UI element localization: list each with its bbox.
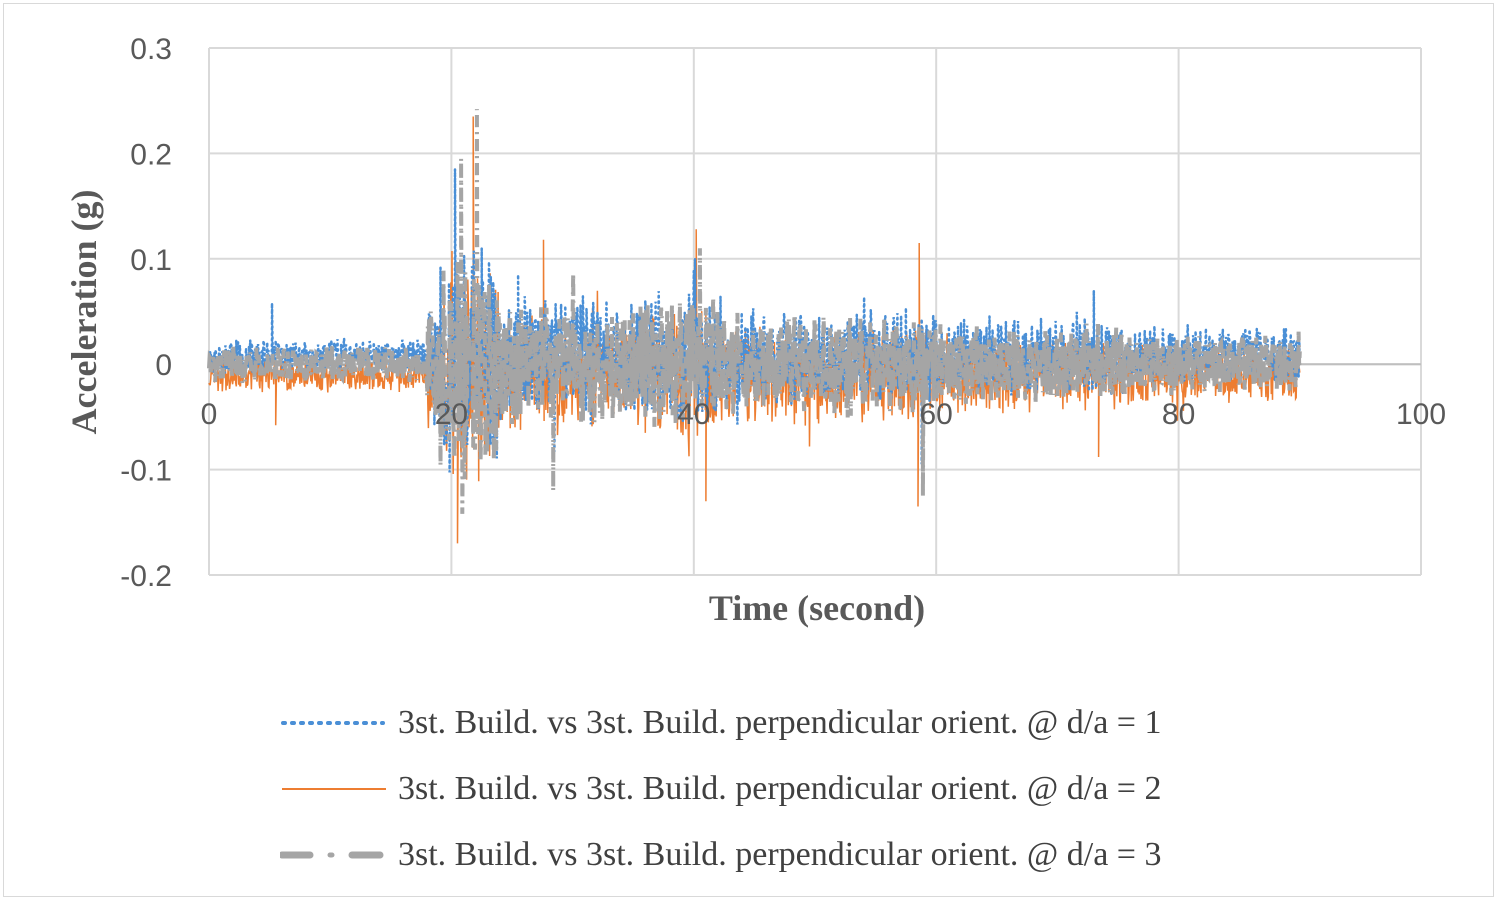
dotted-line-swatch-icon: [281, 721, 385, 725]
x-axis-title: Time (second): [709, 588, 925, 628]
svg-text:0.3: 0.3: [130, 33, 172, 66]
legend-label: 3st. Build. vs 3st. Build. perpendicular…: [398, 836, 1162, 873]
svg-text:40: 40: [677, 398, 710, 431]
series-group: [207, 109, 1302, 544]
svg-text:0.2: 0.2: [130, 138, 172, 171]
svg-text:0.1: 0.1: [130, 244, 172, 277]
svg-text:20: 20: [435, 398, 468, 431]
legend: 3st. Build. vs 3st. Build. perpendicular…: [280, 690, 1161, 888]
legend-label: 3st. Build. vs 3st. Build. perpendicular…: [398, 770, 1162, 807]
tick-labels: 0.3 0.2 0.1 0 -0.1 -0.2 0 20 40 60 80 100: [120, 33, 1446, 593]
svg-text:0: 0: [155, 349, 172, 382]
svg-text:-0.1: -0.1: [120, 455, 172, 488]
series-line-da1: [207, 169, 1302, 473]
svg-text:-0.2: -0.2: [120, 560, 172, 593]
legend-item-da2[interactable]: 3st. Build. vs 3st. Build. perpendicular…: [280, 756, 1161, 822]
chart-frame: [3, 3, 1494, 897]
gridlines: [208, 47, 1422, 576]
y-axis-title: Acceleration (g): [64, 190, 104, 435]
legend-item-da3[interactable]: 3st. Build. vs 3st. Build. perpendicular…: [280, 822, 1161, 888]
dash-dot-line-swatch-icon: [280, 851, 384, 859]
svg-text:80: 80: [1162, 398, 1195, 431]
legend-item-da1[interactable]: 3st. Build. vs 3st. Build. perpendicular…: [280, 690, 1161, 756]
svg-text:0: 0: [201, 398, 218, 431]
svg-text:60: 60: [920, 398, 953, 431]
legend-label: 3st. Build. vs 3st. Build. perpendicular…: [398, 704, 1162, 741]
svg-text:100: 100: [1396, 398, 1446, 431]
series-line-da3: [207, 109, 1302, 514]
solid-line-swatch-icon: [282, 788, 386, 790]
